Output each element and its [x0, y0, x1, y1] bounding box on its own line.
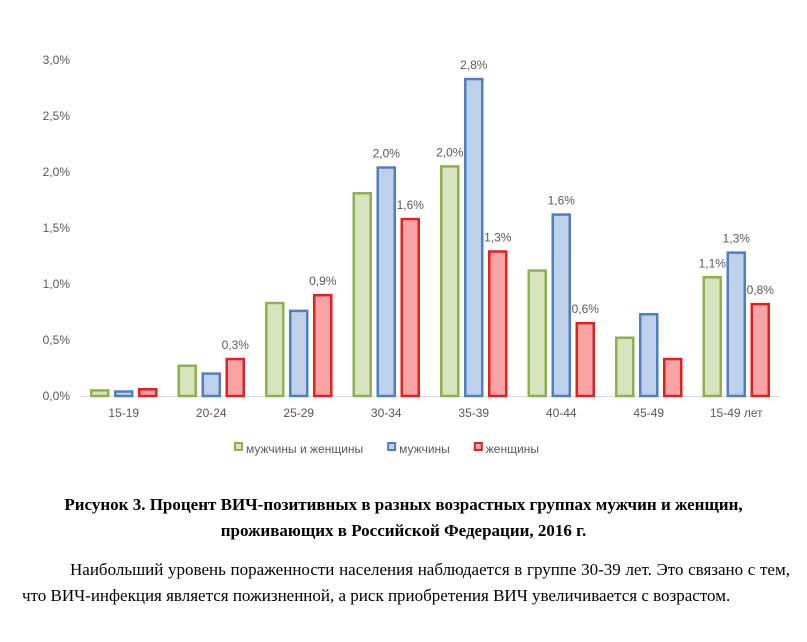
bar [440, 165, 460, 398]
bar [201, 372, 221, 398]
data-label: 1,3% [484, 231, 512, 245]
bar [488, 250, 508, 398]
bar [663, 357, 683, 398]
data-label: 0,6% [572, 302, 600, 316]
bar [400, 217, 420, 398]
bar [575, 321, 595, 398]
figure-caption: Рисунок 3. Процент ВИЧ-позитивных в разн… [64, 495, 743, 540]
bar [702, 276, 722, 398]
x-tick-label: 30-34 [371, 406, 402, 420]
x-tick-label: 25-29 [283, 406, 314, 420]
bar [376, 166, 396, 398]
x-tick-label: 40-44 [546, 406, 577, 420]
data-label: 2,0% [373, 147, 401, 161]
legend-label: женщины [486, 442, 539, 456]
bar [289, 309, 309, 398]
body-paragraph: Наибольший уровень пораженности населени… [22, 560, 790, 605]
data-label: 2,8% [460, 58, 488, 72]
legend-label: мужчины и женщины [246, 442, 363, 456]
bar [265, 301, 285, 398]
data-label: 1,6% [548, 194, 576, 208]
data-label: 0,3% [222, 338, 250, 352]
bar [750, 302, 770, 398]
bar [90, 389, 110, 398]
y-tick-label: 2,0% [43, 165, 71, 179]
x-tick-label: 15-49 лет [710, 406, 763, 420]
bar [138, 388, 158, 398]
bar [352, 192, 372, 398]
y-tick-label: 1,0% [43, 277, 71, 291]
bar [114, 390, 134, 398]
legend-swatch [473, 442, 483, 451]
bar [313, 293, 333, 398]
data-label: 1,6% [397, 198, 425, 212]
bar [551, 213, 571, 398]
bar [615, 336, 635, 398]
data-label: 0,8% [747, 283, 775, 297]
y-tick-label: 3,0% [43, 53, 71, 67]
bar [225, 357, 245, 398]
x-tick-label: 15-19 [108, 406, 139, 420]
bar [177, 364, 197, 398]
data-label: 0,9% [309, 274, 337, 288]
x-tick-label: 45-49 [633, 406, 664, 420]
bar [726, 251, 746, 398]
data-label: 1,3% [723, 232, 751, 246]
bar [639, 312, 659, 398]
bar [527, 269, 547, 398]
x-tick-label: 35-39 [458, 406, 489, 420]
y-tick-label: 1,5% [43, 221, 71, 235]
y-tick-label: 0,5% [43, 333, 71, 347]
bar [464, 77, 484, 398]
y-tick-label: 2,5% [43, 109, 71, 123]
legend-swatch [234, 442, 243, 451]
x-tick-label: 20-24 [196, 406, 227, 420]
data-label: 2,0% [436, 145, 464, 159]
legend-swatch [387, 442, 397, 451]
data-label: 1,1% [699, 256, 727, 270]
bar-chart: 0,0% 0,5% 1,0% 1,5% 2,0% 2,5% 3,0% 15-19 20-24 0,… [43, 53, 780, 456]
legend-label: мужчины [399, 442, 450, 456]
y-tick-label: 0,0% [43, 389, 71, 403]
